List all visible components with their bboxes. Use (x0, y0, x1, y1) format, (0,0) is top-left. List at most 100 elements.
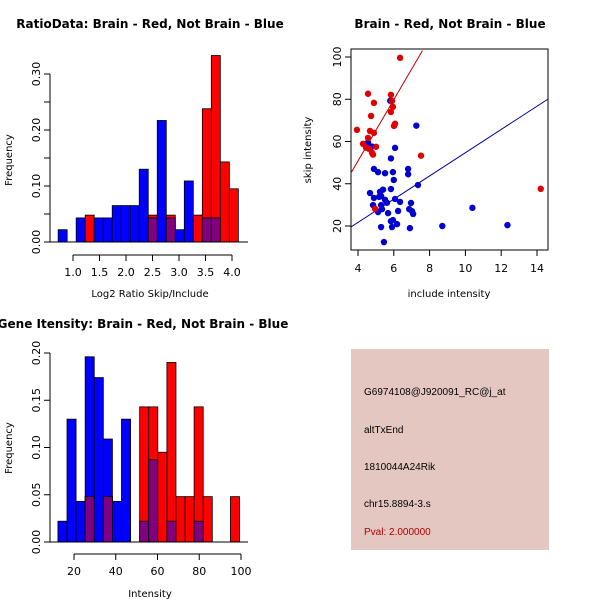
bar-brain (84, 214, 95, 243)
x-tick-label: 1.0 (64, 266, 82, 279)
intensity-histogram-xlabel: Intensity (128, 589, 172, 600)
y-tick-label: 0.30 (30, 62, 43, 87)
brain-point (370, 129, 378, 137)
brain-point (417, 152, 425, 159)
bar-brain (230, 496, 240, 543)
bar-brain (210, 55, 221, 243)
ratio-histogram-x-axis: 1.0 1.5 2.0 2.5 3.0 3.5 4.0 (64, 254, 241, 279)
y-tick-label: 0.10 (30, 435, 43, 460)
not-brain-point (404, 171, 412, 178)
bar-brain (184, 496, 195, 543)
bar-not-brain (93, 217, 104, 243)
bar-brain (219, 161, 230, 243)
ratio-histogram-panel: RatioData: Brain - Red, Not Brain - Blue… (4, 17, 284, 300)
x-tick-label: 20 (67, 565, 81, 578)
brain-point (389, 103, 397, 111)
bar-not-brain (111, 205, 122, 243)
not-brain-point (406, 224, 414, 232)
bar-overlap (201, 217, 212, 243)
not-brain-point (387, 185, 395, 193)
brain-point (372, 143, 380, 150)
not-brain-point (374, 168, 382, 176)
x-tick-label: 3.5 (197, 266, 215, 279)
gene-name: 1810044A24Rik (364, 462, 436, 473)
not-brain-point (391, 144, 399, 152)
ratio-histogram-y-axis: 0.00 0.10 0.20 0.30 (30, 62, 51, 254)
brain-point (353, 126, 361, 134)
x-tick-label: 12 (494, 262, 508, 275)
brain-fit-line (351, 50, 423, 174)
not-brain-point (414, 181, 422, 189)
bar-overlap (139, 520, 150, 543)
not-brain-point (380, 238, 388, 246)
bar-not-brain (138, 168, 149, 243)
y-tick-label: 60 (331, 135, 344, 149)
brain-point (391, 120, 399, 127)
bar-brain (192, 214, 203, 243)
bar-brain (228, 188, 239, 243)
not-brain-point (387, 155, 395, 162)
ratio-histogram-xlabel: Log2 Ratio Skip/Include (91, 289, 208, 300)
not-brain-point (469, 204, 476, 212)
scatter-y-axis: 20 40 60 80 100 (331, 47, 351, 233)
bar-overlap (147, 217, 158, 243)
bar-not-brain (75, 217, 86, 243)
not-brain-point (388, 223, 396, 231)
probe-info-panel: G6974108@J920091_RC@j_at altTxEnd 181004… (351, 349, 549, 550)
x-tick-label: 8 (426, 262, 433, 275)
not-brain-point (384, 209, 392, 217)
scatter-xlabel: include intensity (408, 289, 491, 300)
not-brain-point (383, 199, 391, 206)
intensity-histogram-title: Gene Itensity: Brain - Red, Not Brain - … (0, 317, 288, 331)
bar-not-brain (66, 418, 77, 543)
not-brain-point (404, 165, 412, 173)
x-tick-label: 4 (355, 262, 362, 275)
not-brain-point (413, 122, 420, 129)
brain-point (364, 90, 372, 97)
scatter-plot-box (350, 48, 549, 251)
ratio-histogram-title: RatioData: Brain - Red, Not Brain - Blue (16, 17, 283, 31)
bar-not-brain (121, 418, 131, 543)
brain-point (371, 205, 379, 212)
bar-not-brain (174, 229, 185, 243)
intensity-histogram-x-axis: 20 40 60 80 100 (67, 553, 252, 578)
not-brain-point (393, 220, 401, 228)
brain-point (370, 99, 378, 107)
p-value: Pval: 2.000000 (364, 527, 431, 538)
chromosome-location: chr15.8894-3.s (364, 499, 431, 510)
x-tick-label: 100 (231, 565, 252, 578)
scatter-title: Brain - Red, Not Brain - Blue (354, 17, 545, 31)
y-tick-label: 80 (331, 92, 344, 106)
bar-not-brain (112, 500, 122, 543)
y-tick-label: 20 (331, 219, 344, 233)
scatter-points (353, 54, 544, 246)
brain-point (388, 97, 396, 105)
intensity-histogram-bars (57, 356, 240, 543)
y-tick-label: 0.05 (30, 483, 43, 508)
ratio-histogram-ylabel: Frequency (4, 134, 15, 186)
brain-point (364, 134, 372, 142)
not-brain-point (409, 210, 417, 218)
bar-not-brain (156, 120, 167, 243)
x-tick-label: 1.5 (91, 266, 109, 279)
brain-point (369, 151, 377, 158)
y-tick-label: 0.20 (30, 341, 43, 366)
intensity-histogram-y-axis: 0.00 0.05 0.10 0.15 0.20 (30, 341, 51, 555)
brain-point (387, 91, 395, 99)
bar-brain (166, 362, 177, 543)
not-brain-point (396, 198, 404, 206)
brain-point (365, 145, 373, 152)
intensity-histogram-ylabel: Frequency (4, 422, 15, 474)
bar-brain (157, 451, 168, 543)
intensity-histogram-panel: Gene Itensity: Brain - Red, Not Brain - … (0, 317, 288, 600)
y-tick-label: 0.00 (30, 530, 43, 555)
not-brain-point (370, 194, 378, 202)
ratio-histogram-bars (57, 55, 239, 243)
x-tick-label: 40 (109, 565, 123, 578)
bar-not-brain (102, 217, 113, 243)
not-brain-point (389, 168, 397, 176)
x-tick-label: 80 (192, 565, 206, 578)
bar-brain (202, 496, 213, 543)
brain-point (367, 112, 375, 120)
x-tick-label: 10 (458, 262, 472, 275)
